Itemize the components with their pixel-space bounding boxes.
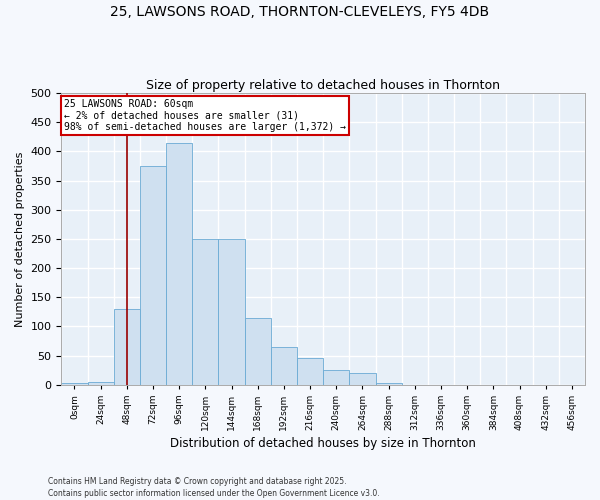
Text: Contains HM Land Registry data © Crown copyright and database right 2025.
Contai: Contains HM Land Registry data © Crown c… [48, 476, 380, 498]
Bar [323, 370, 349, 384]
Bar [218, 239, 245, 384]
Bar [297, 358, 323, 384]
Bar [114, 309, 140, 384]
Bar [376, 383, 402, 384]
Bar [166, 142, 193, 384]
Bar [245, 318, 271, 384]
Title: Size of property relative to detached houses in Thornton: Size of property relative to detached ho… [146, 79, 500, 92]
Text: 25, LAWSONS ROAD, THORNTON-CLEVELEYS, FY5 4DB: 25, LAWSONS ROAD, THORNTON-CLEVELEYS, FY… [110, 5, 490, 19]
Y-axis label: Number of detached properties: Number of detached properties [15, 151, 25, 326]
X-axis label: Distribution of detached houses by size in Thornton: Distribution of detached houses by size … [170, 437, 476, 450]
Text: 25 LAWSONS ROAD: 60sqm
← 2% of detached houses are smaller (31)
98% of semi-deta: 25 LAWSONS ROAD: 60sqm ← 2% of detached … [64, 99, 346, 132]
Bar [349, 373, 376, 384]
Bar [140, 166, 166, 384]
Bar [271, 347, 297, 385]
Bar [193, 239, 218, 384]
Bar [88, 382, 114, 384]
